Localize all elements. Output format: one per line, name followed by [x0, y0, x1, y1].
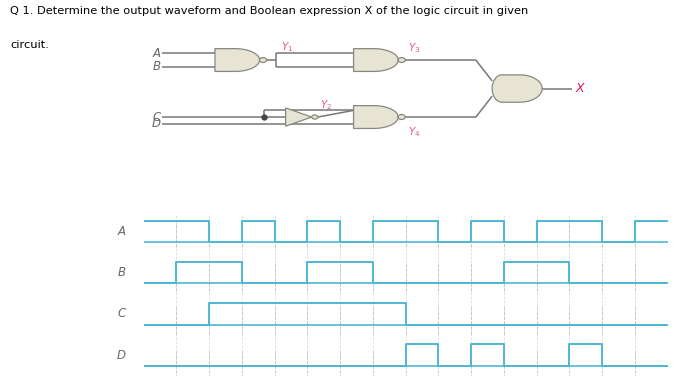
Text: $Y_2$: $Y_2$	[321, 99, 332, 112]
Text: $Y_3$: $Y_3$	[408, 41, 420, 55]
Text: C: C	[118, 307, 126, 320]
Circle shape	[312, 115, 318, 119]
Polygon shape	[215, 49, 259, 71]
Text: $X$: $X$	[574, 82, 586, 95]
Text: B: B	[118, 266, 126, 279]
Circle shape	[398, 115, 405, 120]
Circle shape	[259, 57, 267, 63]
Circle shape	[398, 57, 405, 63]
Text: D: D	[117, 349, 126, 362]
Polygon shape	[492, 75, 542, 102]
Polygon shape	[354, 106, 398, 128]
Text: circuit.: circuit.	[10, 40, 50, 50]
Text: D: D	[151, 117, 160, 130]
Text: B: B	[153, 60, 160, 73]
Polygon shape	[354, 49, 398, 71]
Text: Q 1. Determine the output waveform and Boolean expression X of the logic circuit: Q 1. Determine the output waveform and B…	[10, 6, 528, 16]
Text: $Y_1$: $Y_1$	[281, 41, 293, 54]
Polygon shape	[286, 108, 312, 126]
Text: $Y_4$: $Y_4$	[408, 125, 420, 139]
Text: C: C	[152, 111, 160, 124]
Text: A: A	[118, 225, 126, 238]
Text: A: A	[153, 47, 160, 60]
